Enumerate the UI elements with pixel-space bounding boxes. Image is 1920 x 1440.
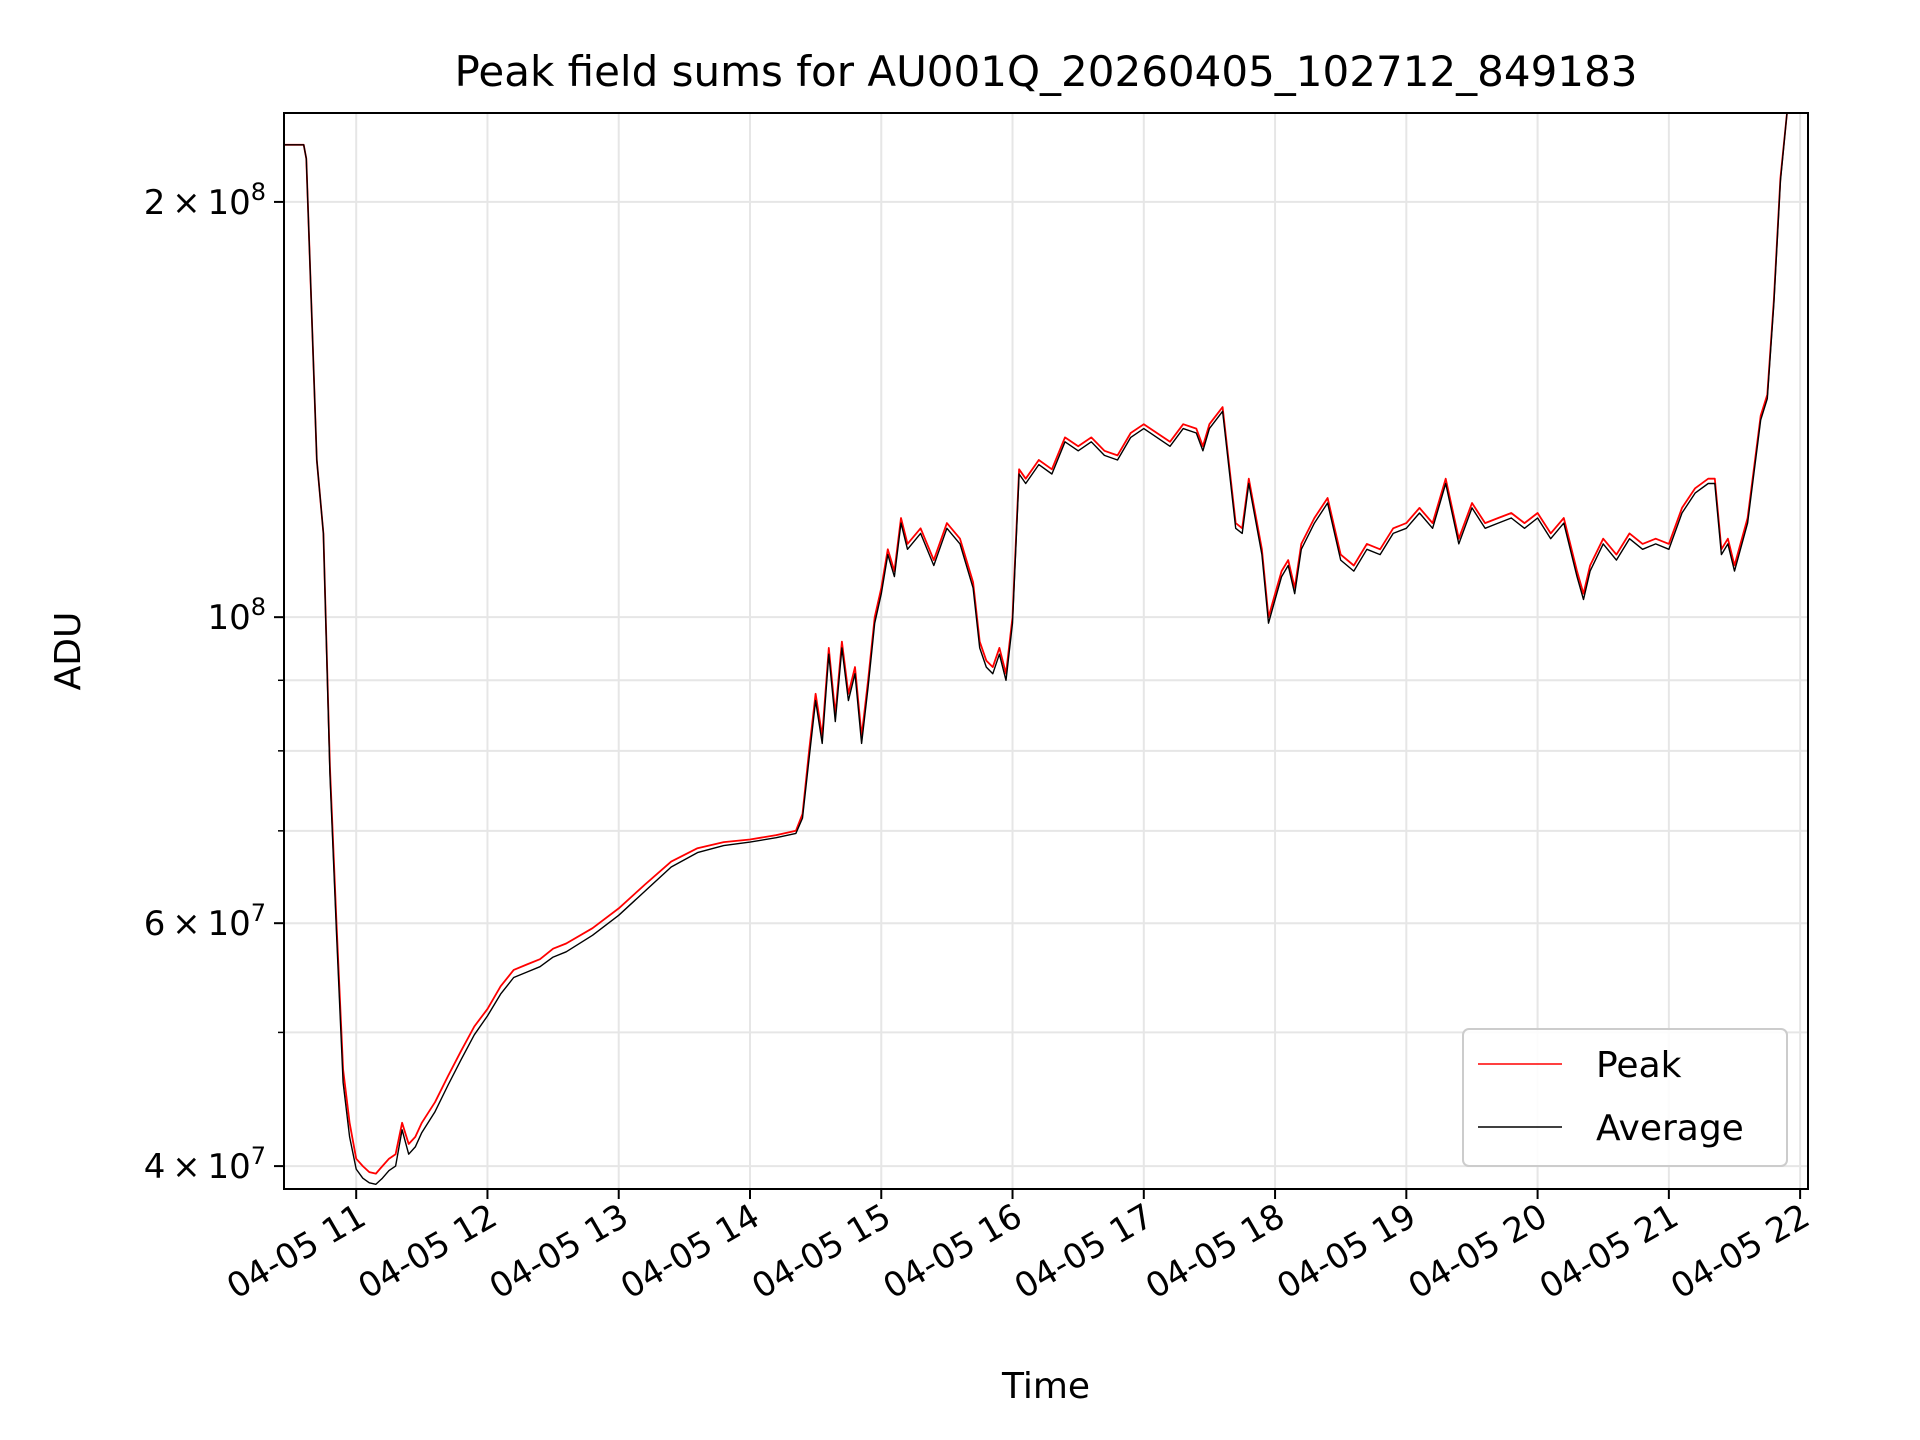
legend: Peak Average <box>1462 1028 1788 1167</box>
legend-label-peak: Peak <box>1596 1045 1682 1086</box>
y-axis-label: ADU <box>48 612 89 691</box>
grid <box>284 113 1808 1189</box>
x-axis-label: Time <box>1001 1366 1090 1407</box>
legend-label-average: Average <box>1596 1108 1744 1149</box>
y-tick-label: 4 × 107 <box>144 1142 266 1187</box>
y-tick-label: 2 × 108 <box>144 178 266 223</box>
y-axis: 4 × 107 6 × 107 108 2 × 108 <box>144 178 284 1187</box>
plot-frame <box>283 112 1809 1190</box>
series-line-average <box>284 112 1808 1186</box>
series-line-peak <box>284 112 1808 1175</box>
y-tick-label: 108 <box>207 593 266 638</box>
series-layer <box>284 112 1808 1186</box>
chart-title: Peak field sums for AU001Q_20260405_1027… <box>455 47 1638 96</box>
y-tick-label: 6 × 107 <box>144 899 266 944</box>
